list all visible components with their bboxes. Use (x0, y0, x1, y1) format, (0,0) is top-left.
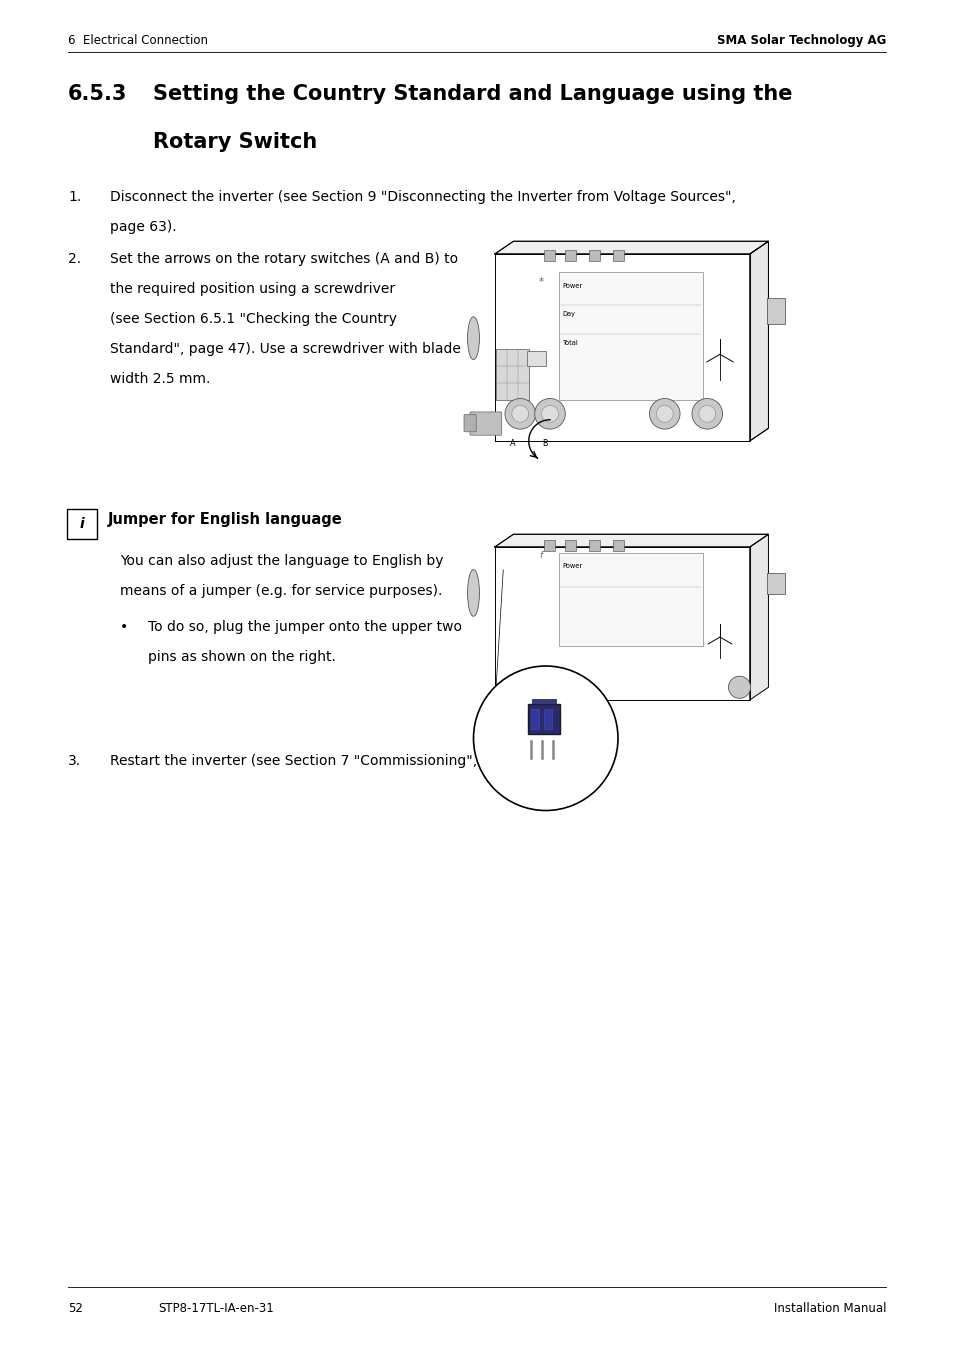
Circle shape (534, 399, 565, 429)
Text: page 63).: page 63). (110, 220, 176, 234)
Circle shape (649, 399, 679, 429)
Bar (496, 349, 528, 400)
Ellipse shape (467, 316, 479, 360)
Text: B: B (542, 439, 547, 449)
Text: 2.: 2. (68, 251, 81, 266)
Text: Power: Power (562, 564, 582, 569)
Circle shape (541, 406, 558, 422)
FancyBboxPatch shape (470, 412, 501, 435)
Text: Restart the inverter (see Section 7 "Commissioning", page 58).: Restart the inverter (see Section 7 "Com… (110, 754, 548, 768)
Text: 6.5.3: 6.5.3 (68, 84, 128, 104)
Bar (543, 710, 551, 729)
Text: Jumper for English language: Jumper for English language (108, 512, 342, 527)
Bar (612, 250, 623, 261)
Circle shape (504, 399, 535, 429)
Circle shape (473, 667, 618, 810)
Text: Set the arrows on the rotary switches (A and B) to: Set the arrows on the rotary switches (A… (110, 251, 457, 266)
Polygon shape (495, 241, 768, 254)
Text: A: A (510, 439, 515, 449)
Text: Total: Total (562, 339, 578, 346)
Text: i: i (79, 516, 84, 531)
Bar (526, 352, 545, 366)
Text: STP8-17TL-IA-en-31: STP8-17TL-IA-en-31 (158, 1302, 274, 1315)
Text: You can also adjust the language to English by: You can also adjust the language to Engl… (120, 554, 443, 568)
Polygon shape (749, 241, 768, 441)
Bar (565, 541, 576, 552)
Text: Day: Day (562, 311, 576, 316)
Bar (543, 250, 555, 261)
Text: pins as shown on the right.: pins as shown on the right. (148, 650, 335, 664)
Bar (766, 573, 784, 594)
Text: 3.: 3. (68, 754, 81, 768)
Text: 1.: 1. (68, 191, 81, 204)
Polygon shape (495, 534, 768, 548)
Bar (543, 541, 555, 552)
Bar (558, 272, 702, 400)
FancyBboxPatch shape (463, 415, 476, 431)
Bar (531, 710, 538, 729)
Text: Installation Manual: Installation Manual (773, 1302, 885, 1315)
Text: SMA Solar Technology AG: SMA Solar Technology AG (716, 34, 885, 47)
Text: Disconnect the inverter (see Section 9 "Disconnecting the Inverter from Voltage : Disconnect the inverter (see Section 9 "… (110, 191, 735, 204)
Bar (589, 541, 599, 552)
Circle shape (512, 406, 528, 422)
Bar (558, 553, 702, 646)
Circle shape (728, 676, 750, 698)
Bar (565, 250, 576, 261)
Text: *: * (538, 277, 543, 287)
Text: Rotary Switch: Rotary Switch (152, 132, 317, 151)
Circle shape (656, 406, 673, 422)
Text: (see Section 6.5.1 "Checking the Country: (see Section 6.5.1 "Checking the Country (110, 312, 396, 326)
Polygon shape (749, 534, 768, 700)
FancyBboxPatch shape (67, 508, 97, 539)
Text: width 2.5 mm.: width 2.5 mm. (110, 372, 211, 387)
Bar (589, 250, 599, 261)
Circle shape (699, 406, 715, 422)
Text: means of a jumper (e.g. for service purposes).: means of a jumper (e.g. for service purp… (120, 584, 442, 598)
Text: Setting the Country Standard and Language using the: Setting the Country Standard and Languag… (152, 84, 792, 104)
Text: Power: Power (562, 283, 582, 288)
Ellipse shape (467, 569, 479, 617)
Text: f: f (538, 552, 541, 560)
Text: To do so, plug the jumper onto the upper two: To do so, plug the jumper onto the upper… (148, 621, 461, 634)
Text: 6  Electrical Connection: 6 Electrical Connection (68, 34, 208, 47)
Text: the required position using a screwdriver: the required position using a screwdrive… (110, 283, 395, 296)
Circle shape (691, 399, 721, 429)
Bar (766, 299, 784, 324)
Bar (532, 699, 556, 704)
Bar (612, 541, 623, 552)
Text: Standard", page 47). Use a screwdriver with blade: Standard", page 47). Use a screwdriver w… (110, 342, 460, 356)
Text: •: • (120, 621, 128, 634)
Bar (527, 704, 559, 734)
Text: 52: 52 (68, 1302, 83, 1315)
